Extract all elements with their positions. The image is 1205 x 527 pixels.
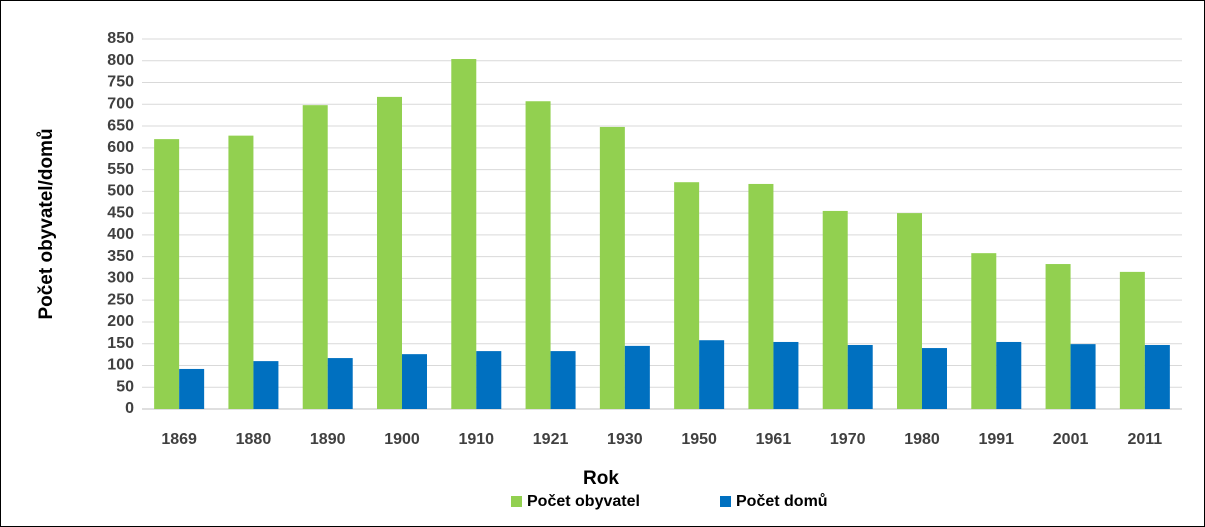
x-tick-label: 1910 xyxy=(458,431,494,448)
bar xyxy=(822,210,848,409)
x-tick-label: 1900 xyxy=(384,431,420,448)
x-tick-label: 1921 xyxy=(533,431,569,448)
y-tick-label: 550 xyxy=(107,161,134,178)
bar xyxy=(1119,271,1145,409)
y-tick-label: 0 xyxy=(125,400,134,417)
bar xyxy=(377,96,402,410)
y-tick-label: 350 xyxy=(107,248,134,265)
y-tick-label: 650 xyxy=(107,117,134,134)
bar xyxy=(773,341,799,409)
bar xyxy=(996,341,1022,409)
bar xyxy=(748,183,774,409)
y-tick-label: 300 xyxy=(107,270,134,287)
bar xyxy=(476,351,502,409)
y-tick-label: 750 xyxy=(107,74,134,91)
y-tick-label: 250 xyxy=(107,291,134,308)
bar xyxy=(599,126,625,409)
bar xyxy=(402,354,427,409)
y-tick-label: 500 xyxy=(107,183,134,200)
x-tick-label: 1890 xyxy=(310,431,346,448)
bar xyxy=(525,101,551,409)
bar xyxy=(327,358,353,409)
bar xyxy=(897,213,922,409)
y-tick-label: 50 xyxy=(116,378,134,395)
x-tick-label: 1970 xyxy=(830,431,866,448)
bar xyxy=(971,253,997,409)
bar xyxy=(179,368,205,409)
legend-label: Počet domů xyxy=(736,493,828,510)
x-tick-label: 1980 xyxy=(904,431,940,448)
x-tick-label: 1991 xyxy=(978,431,1014,448)
x-tick-label: 1961 xyxy=(756,431,792,448)
bar xyxy=(847,345,873,409)
bar xyxy=(624,345,650,409)
x-tick-label: 1869 xyxy=(161,431,197,448)
bar xyxy=(1045,264,1071,409)
bar xyxy=(253,361,279,409)
x-tick-label: 1930 xyxy=(607,431,643,448)
bar xyxy=(1070,344,1096,409)
y-tick-label: 850 xyxy=(107,30,134,47)
bar xyxy=(699,340,725,409)
bar xyxy=(302,105,328,409)
bar xyxy=(1144,345,1170,409)
legend-swatch xyxy=(720,496,731,507)
x-tick-label: 1950 xyxy=(681,431,717,448)
legend-swatch xyxy=(511,496,522,507)
x-axis-title: Rok xyxy=(583,468,619,489)
y-tick-label: 400 xyxy=(107,226,134,243)
legend-label: Počet obyvatel xyxy=(527,493,640,510)
bar xyxy=(228,135,254,409)
y-tick-label: 600 xyxy=(107,139,134,156)
bar xyxy=(550,351,576,409)
bar xyxy=(674,182,700,409)
y-tick-label: 700 xyxy=(107,96,134,113)
x-tick-label: 1880 xyxy=(236,431,272,448)
x-tick-label: 2001 xyxy=(1053,431,1089,448)
y-tick-label: 150 xyxy=(107,335,134,352)
y-tick-label: 800 xyxy=(107,52,134,69)
bar xyxy=(154,139,180,409)
y-tick-label: 100 xyxy=(107,357,134,374)
bar xyxy=(451,59,477,409)
y-axis-title: Počet obyvatel/domů xyxy=(36,128,57,319)
x-tick-label: 2011 xyxy=(1127,431,1162,448)
bar xyxy=(922,348,947,409)
y-tick-label: 450 xyxy=(107,204,134,221)
y-tick-label: 200 xyxy=(107,313,134,330)
